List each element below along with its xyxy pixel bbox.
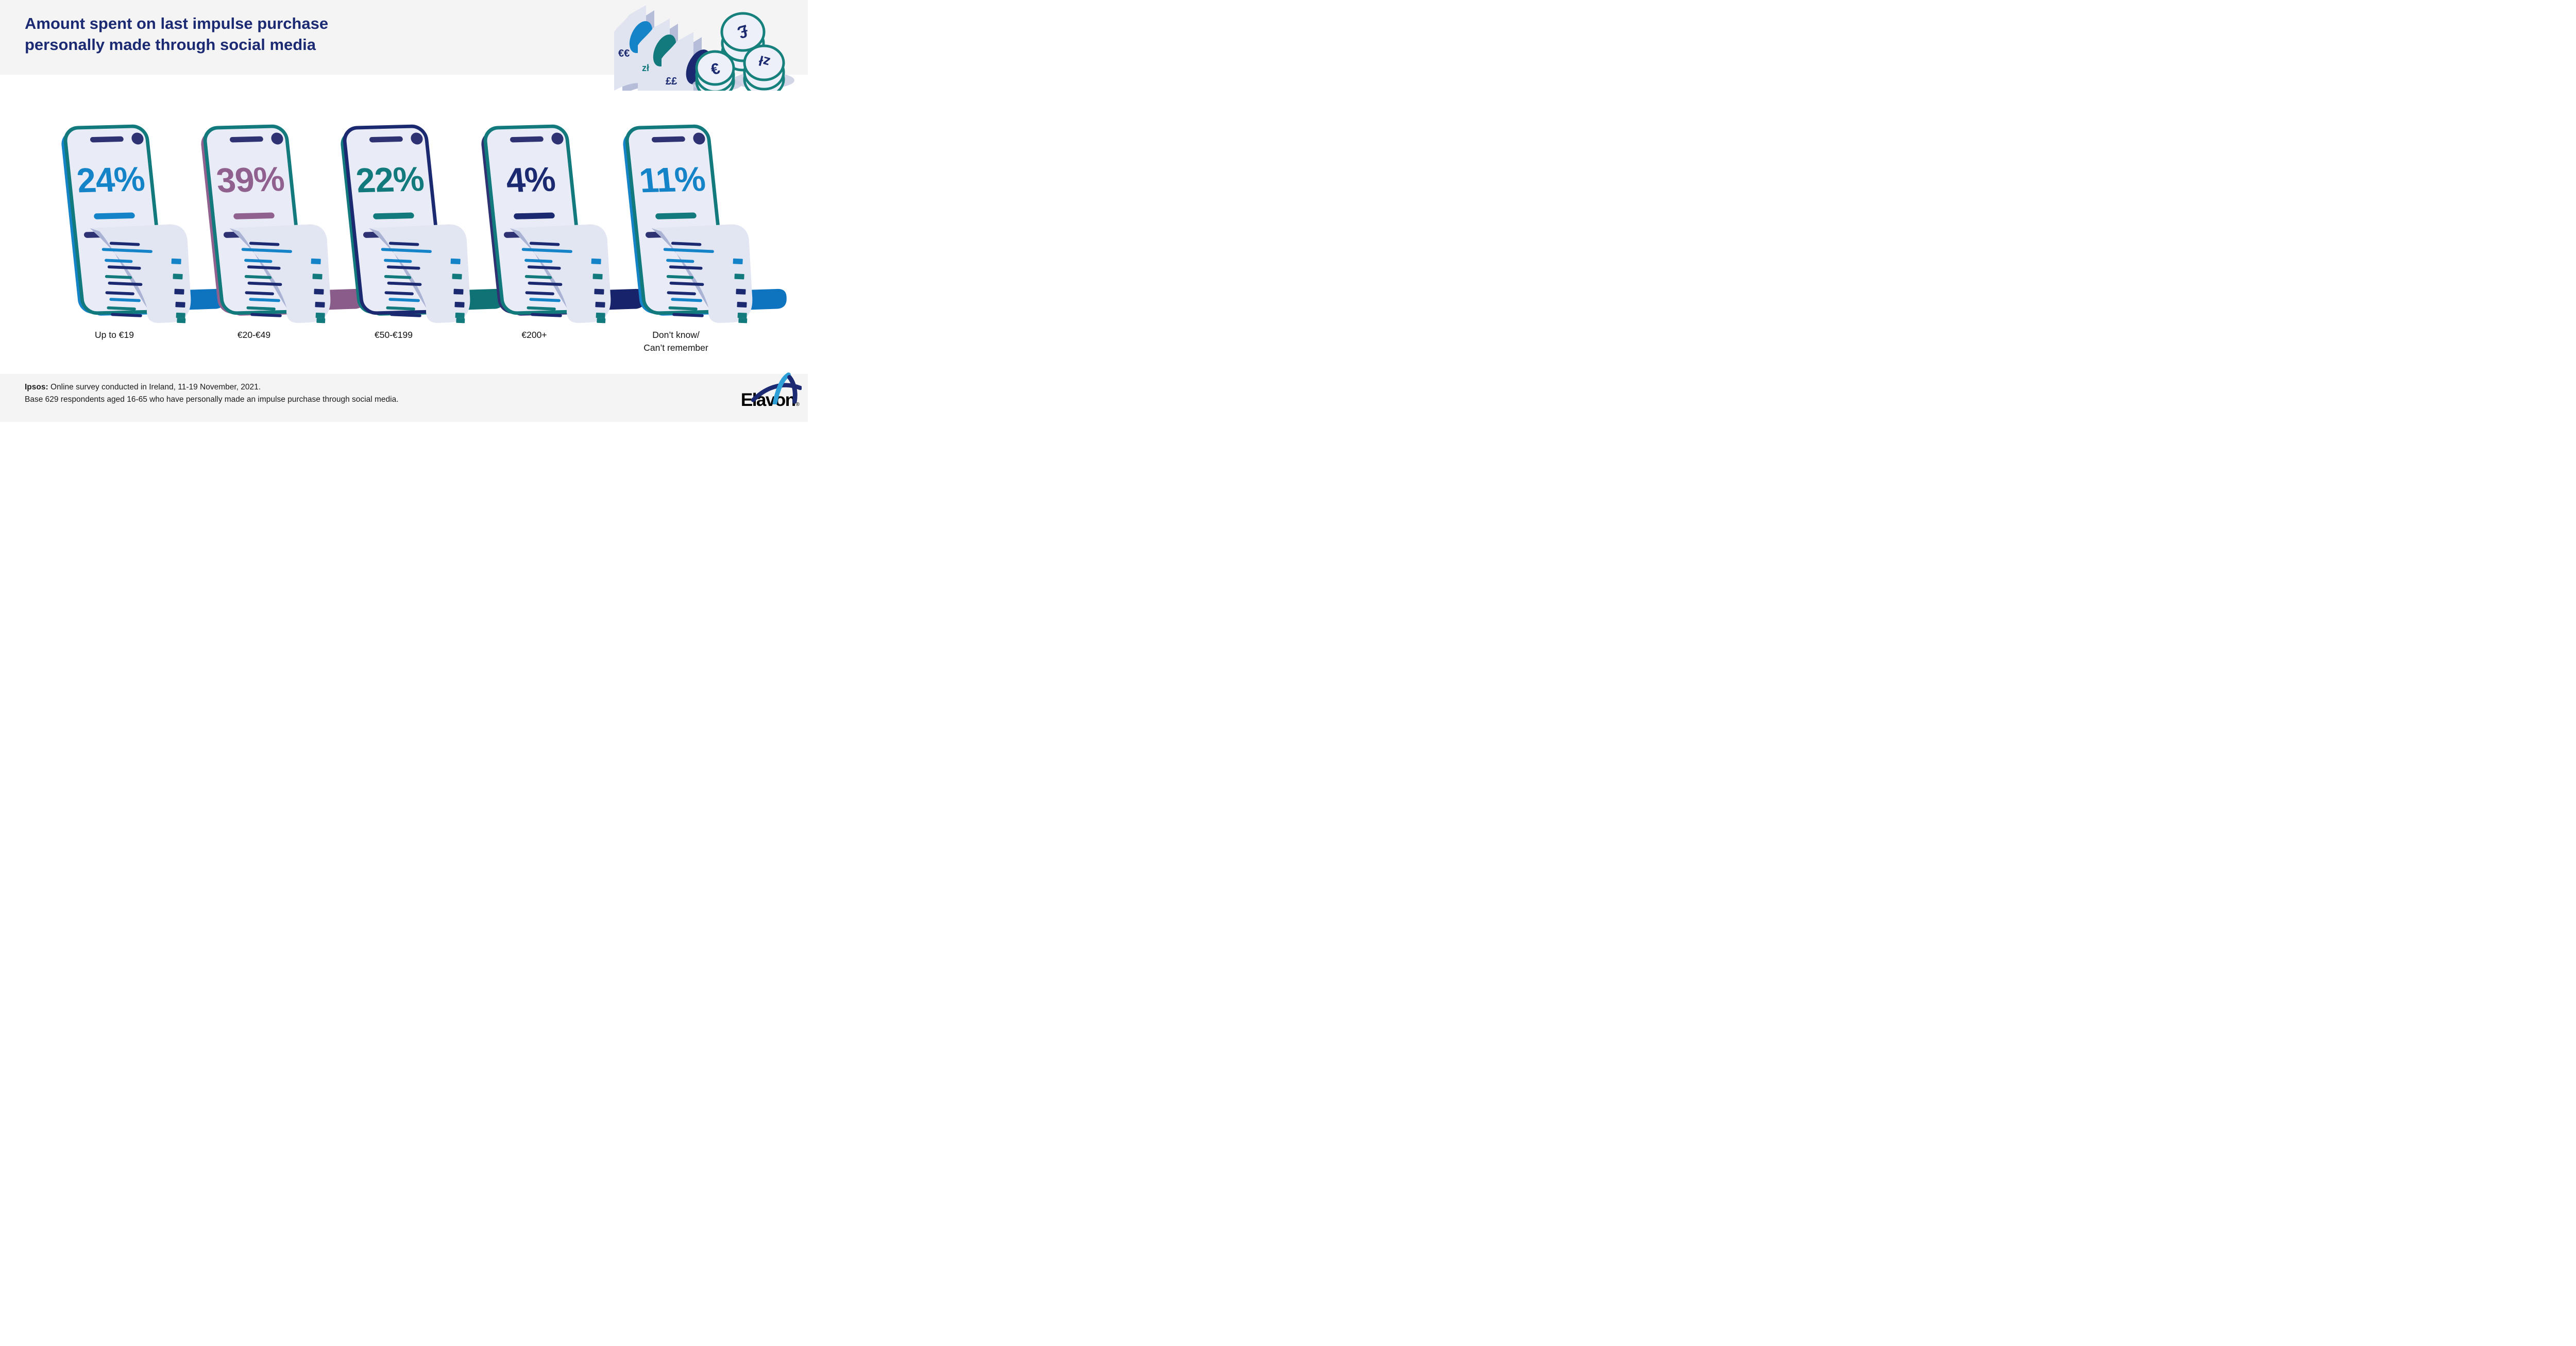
footer-band <box>0 374 808 422</box>
chart-item-5: 11% <box>623 123 788 365</box>
infographic-canvas: Amount spent on last impulse purchase pe… <box>0 0 808 422</box>
camera-icon <box>131 132 144 145</box>
percentage-value: 24% <box>75 160 146 200</box>
camera-icon <box>271 132 283 145</box>
accent-bar <box>373 212 414 219</box>
category-label: €200+ <box>521 330 547 340</box>
percentage-value: 22% <box>354 160 426 200</box>
source-line: Ipsos: Online survey conducted in Irelan… <box>25 381 399 394</box>
chart-item-3: 22% <box>341 123 506 365</box>
zloty-coin-stack-icon: zł <box>743 44 785 91</box>
accent-bar <box>514 212 555 219</box>
accent-bar <box>94 212 135 219</box>
accent-bar <box>233 212 275 219</box>
note-currency-label: ££ <box>666 76 677 87</box>
category-label: Don’t know/ Can’t remember <box>643 330 708 353</box>
base-line: Base 629 respondents aged 16-65 who have… <box>25 395 399 404</box>
chart-item-2: 39% <box>201 123 366 365</box>
category-label: €20-€49 <box>237 330 271 340</box>
elavon-swoosh-icon <box>751 372 802 404</box>
note-currency-label: zł <box>642 63 649 73</box>
category-label: Up to €19 <box>95 330 134 340</box>
speaker-icon <box>90 136 124 143</box>
source-label: Ipsos: <box>25 383 48 391</box>
source-text: Online survey conducted in Ireland, 11-1… <box>48 383 261 391</box>
camera-icon <box>411 132 423 145</box>
camera-icon <box>693 132 705 145</box>
percentage-value: 39% <box>214 160 286 200</box>
accent-bar <box>655 212 697 219</box>
phone-receipt-illustration: 39% <box>201 124 365 323</box>
speaker-icon <box>369 136 403 143</box>
phone-receipt-illustration: 24% <box>61 124 225 323</box>
chart-item-1: 24% <box>61 123 227 365</box>
speaker-icon <box>229 136 263 143</box>
brand-wordmark: Elavon <box>740 390 796 410</box>
money-illustration: €€ zł ££ £ <box>614 5 794 91</box>
receipt-text-lines <box>101 242 186 323</box>
receipt-text-lines <box>663 242 748 323</box>
camera-icon <box>551 132 564 145</box>
page-title: Amount spent on last impulse purchase pe… <box>25 14 329 54</box>
footer-source: Ipsos: Online survey conducted in Irelan… <box>25 381 399 406</box>
speaker-icon <box>651 136 685 143</box>
speaker-icon <box>510 136 544 143</box>
receipt-text-lines <box>241 242 326 323</box>
note-currency-label: €€ <box>618 48 630 59</box>
euro-coin-stack-icon: € <box>695 50 735 91</box>
registered-mark: ® <box>795 402 800 407</box>
category-label: €50-€199 <box>375 330 413 340</box>
percentage-value: 11% <box>637 160 707 200</box>
receipt-text-lines <box>521 242 606 323</box>
chart-item-4: 4% <box>481 123 647 365</box>
phone-receipt-illustration: 11% <box>623 124 787 323</box>
percentage-value: 4% <box>504 160 556 200</box>
brand-logo: Elavon® <box>740 372 802 417</box>
phones-row: 24% <box>0 0 808 422</box>
receipt-text-lines <box>381 242 465 323</box>
phone-receipt-illustration: 22% <box>341 124 504 323</box>
phone-receipt-illustration: 4% <box>481 124 645 323</box>
